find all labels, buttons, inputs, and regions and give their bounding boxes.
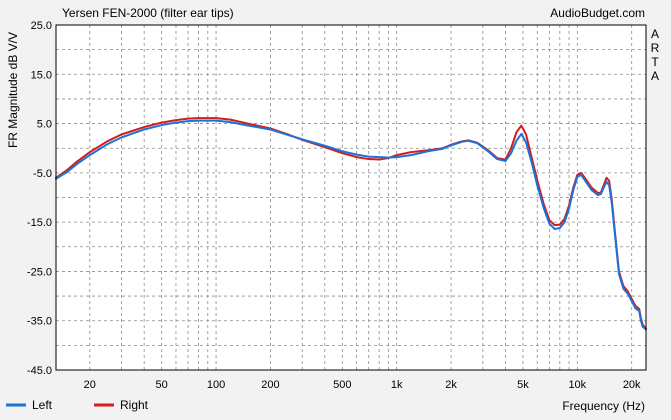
x-tick-label: 2k bbox=[445, 379, 457, 391]
chart-title: Yersen FEN-2000 (filter ear tips) bbox=[62, 6, 234, 20]
y-tick-label: -15.0 bbox=[27, 217, 52, 229]
x-tick-label: 100 bbox=[207, 379, 225, 391]
x-tick-label: 10k bbox=[568, 379, 586, 391]
series-line-left bbox=[55, 119, 647, 331]
y-tick-label: 5.0 bbox=[37, 119, 52, 131]
side-label: A R T A bbox=[651, 27, 660, 83]
x-tick-label: 500 bbox=[333, 379, 351, 391]
plot-frame bbox=[55, 24, 647, 371]
legend-label-left: Left bbox=[32, 398, 53, 412]
x-tick-label: 50 bbox=[156, 379, 168, 391]
y-tick-label: -5.0 bbox=[33, 168, 52, 180]
x-tick-labels: 20 50 100 200 500 1k 2k 5k 10k 20k bbox=[84, 379, 641, 391]
legend-label-right: Right bbox=[120, 398, 149, 412]
side-letter: A bbox=[651, 27, 659, 41]
watermark: AudioBudget.com bbox=[550, 6, 645, 20]
x-axis-label: Frequency (Hz) bbox=[562, 399, 645, 413]
side-letter: A bbox=[651, 69, 659, 83]
x-tick-label: 1k bbox=[391, 379, 403, 391]
y-tick-label: -35.0 bbox=[27, 316, 52, 328]
y-axis-label: FR Magnitude dB V/V bbox=[6, 32, 20, 148]
grid bbox=[56, 25, 646, 370]
y-tick-label: -45.0 bbox=[27, 365, 52, 377]
side-letter: R bbox=[651, 41, 660, 55]
x-tick-label: 200 bbox=[261, 379, 279, 391]
x-tick-label: 20 bbox=[84, 379, 96, 391]
side-letter: T bbox=[651, 55, 659, 69]
y-tick-label: -25.0 bbox=[27, 266, 52, 278]
x-tick-label: 5k bbox=[517, 379, 529, 391]
series-lines bbox=[55, 117, 647, 331]
legend: Left Right bbox=[6, 398, 149, 412]
x-tick-label: 20k bbox=[623, 379, 641, 391]
y-tick-label: 15.0 bbox=[31, 69, 52, 81]
y-tick-label: 25.0 bbox=[31, 20, 52, 32]
y-tick-labels: 25.0 15.0 5.0 -5.0 -15.0 -25.0 -35.0 -45.0 bbox=[27, 20, 52, 377]
